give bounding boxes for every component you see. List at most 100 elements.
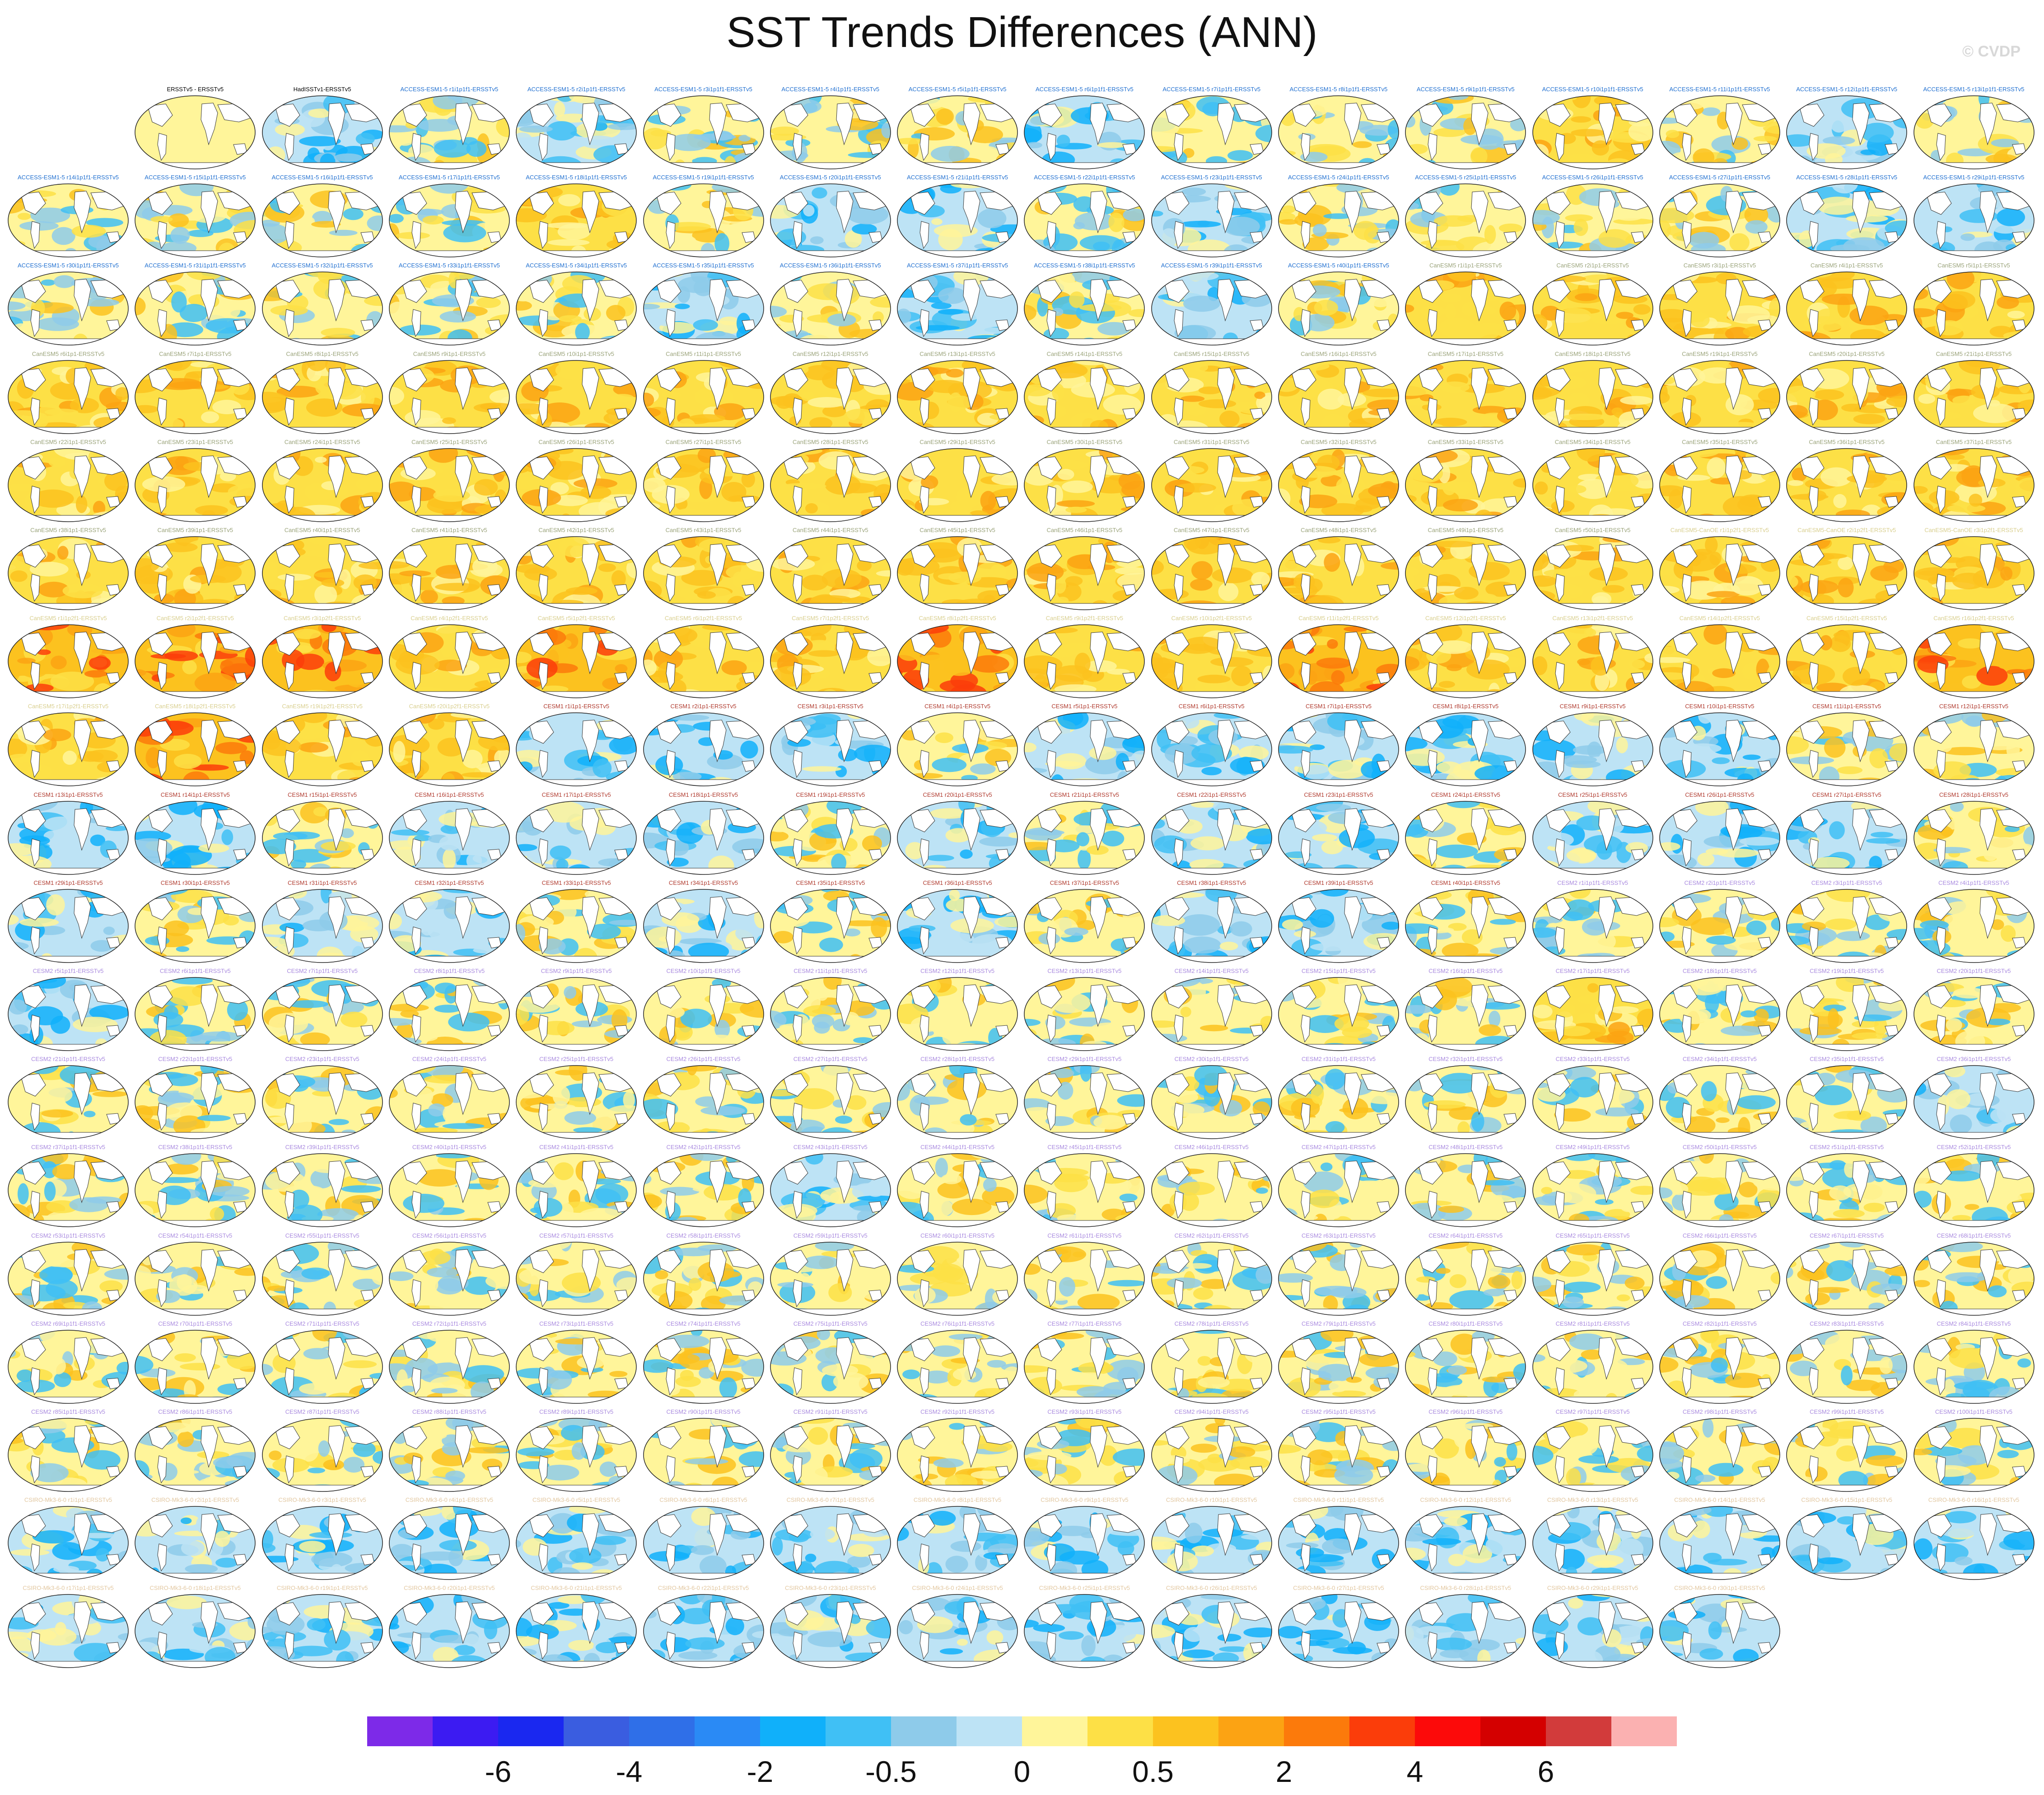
trend-patch bbox=[1331, 670, 1345, 685]
panel-title: ACCESS-ESM1-5 r33i1p1f1-ERSSTv5 bbox=[398, 262, 500, 269]
trend-patch bbox=[1507, 451, 1526, 462]
land-outline bbox=[328, 191, 345, 234]
map-border bbox=[1659, 271, 1780, 346]
trend-patch bbox=[1833, 494, 1847, 508]
land-outline bbox=[328, 279, 345, 322]
trend-patch bbox=[615, 664, 628, 673]
land-outline bbox=[411, 133, 421, 161]
trend-patch bbox=[275, 123, 305, 136]
land-outline bbox=[1598, 191, 1616, 234]
trend-patch bbox=[30, 207, 70, 224]
sst-trend-map bbox=[1278, 271, 1399, 346]
map-panel: ACCESS-ESM1-5 r24i1p1f1-ERSSTv5 bbox=[1275, 173, 1402, 260]
map-panel: CESM1 r4i1p1-ERSSTv5 bbox=[894, 702, 1021, 789]
map-panel: CESM1 r6i1p1-ERSSTv5 bbox=[1148, 702, 1275, 789]
trend-patch bbox=[1443, 499, 1478, 512]
trend-patch bbox=[434, 140, 471, 158]
trend-patch bbox=[1222, 217, 1260, 236]
trend-patch bbox=[963, 145, 998, 154]
panel-title: CanESM5 r7i1p1-ERSSTv5 bbox=[159, 350, 232, 357]
trend-patch bbox=[1251, 572, 1270, 586]
panel-title: CanESM5 r22i1p1-ERSSTv5 bbox=[30, 438, 106, 445]
panel-title: CanESM5-CanOE r1i1p2f1-ERSSTv5 bbox=[1670, 527, 1769, 533]
trend-patch bbox=[25, 683, 54, 692]
land-outline bbox=[1545, 192, 1571, 215]
trend-patch bbox=[435, 583, 480, 591]
trend-patch bbox=[1439, 294, 1462, 303]
map-panel: CanESM5 r16i1p2f1-ERSSTv5 bbox=[1910, 614, 2038, 701]
trend-patch bbox=[554, 102, 565, 117]
map-panel: CESM1 r20i1p1-ERSSTv5 bbox=[894, 790, 1021, 877]
land-outline bbox=[1036, 280, 1063, 303]
trend-patch bbox=[179, 184, 214, 196]
trend-patch bbox=[2007, 272, 2032, 280]
trend-patch bbox=[740, 740, 758, 759]
trend-patch bbox=[149, 714, 160, 720]
trend-patch bbox=[1128, 309, 1145, 318]
panel-title: ACCESS-ESM1-5 r4i1p1f1-ERSSTv5 bbox=[781, 86, 880, 93]
sst-trend-map bbox=[1532, 271, 1653, 346]
panel-title: CanESM5 r26i1p1-ERSSTv5 bbox=[538, 438, 614, 445]
land-outline bbox=[919, 309, 929, 337]
map-border bbox=[516, 95, 637, 169]
trend-patch bbox=[389, 430, 426, 434]
trend-patch bbox=[182, 660, 197, 674]
map-panel: CanESM5 r30i1p1-ERSSTv5 bbox=[1021, 438, 1148, 524]
trend-patch bbox=[1151, 428, 1180, 434]
trend-patch bbox=[483, 713, 499, 716]
land-outline bbox=[538, 221, 548, 249]
trend-patch bbox=[939, 680, 975, 692]
trend-patch bbox=[807, 397, 846, 408]
trend-patch bbox=[1545, 241, 1584, 249]
sst-trend-map bbox=[261, 95, 383, 169]
map-panel: ACCESS-ESM1-5 r7i1p1f1-ERSSTv5 bbox=[1148, 85, 1275, 172]
land-outline bbox=[665, 309, 676, 337]
land-outline bbox=[285, 309, 294, 337]
map-panel: ACCESS-ESM1-5 r20i1p1f1-ERSSTv5 bbox=[767, 173, 894, 260]
trend-patch bbox=[396, 134, 414, 146]
sst-trend-map bbox=[1151, 536, 1272, 610]
land-outline bbox=[919, 133, 929, 161]
land-outline bbox=[274, 103, 300, 127]
trend-patch bbox=[48, 457, 66, 467]
panel-title: CanESM5 r17i1p2f1-ERSSTv5 bbox=[28, 703, 109, 710]
sst-trend-map bbox=[261, 624, 383, 698]
land-outline bbox=[1979, 103, 1997, 145]
sst-trend-map bbox=[389, 448, 510, 522]
trend-patch bbox=[546, 121, 577, 141]
panel-title: ACCESS-ESM1-5 r5i1p1f1-ERSSTv5 bbox=[908, 86, 1007, 93]
trend-patch bbox=[661, 391, 681, 397]
trend-patch bbox=[1279, 219, 1298, 225]
sst-trend-map bbox=[1151, 712, 1272, 787]
trend-patch bbox=[1532, 656, 1547, 676]
land-outline bbox=[1418, 103, 1443, 127]
trend-patch bbox=[1787, 233, 1815, 240]
trend-patch bbox=[364, 296, 383, 306]
trend-patch bbox=[476, 297, 501, 309]
trend-patch bbox=[1197, 674, 1231, 683]
trend-patch bbox=[1838, 556, 1853, 570]
map-panel: CanESM5 r46i1p1-ERSSTv5 bbox=[1021, 526, 1148, 612]
trend-patch bbox=[1787, 360, 1798, 379]
panel-title: CanESM5 r46i1p1-ERSSTv5 bbox=[1046, 527, 1123, 533]
map-border bbox=[770, 271, 891, 346]
trend-patch bbox=[1701, 107, 1720, 116]
sst-trend-map bbox=[1151, 448, 1272, 522]
land-outline bbox=[147, 103, 173, 127]
land-outline bbox=[1291, 103, 1316, 127]
trend-patch bbox=[1129, 96, 1145, 108]
trend-patch bbox=[1543, 569, 1586, 578]
map-border bbox=[261, 183, 383, 257]
trend-patch bbox=[1913, 688, 1939, 698]
trend-patch bbox=[1405, 422, 1423, 432]
trend-patch bbox=[1026, 415, 1045, 425]
trend-patch bbox=[674, 304, 690, 309]
trend-patch bbox=[1447, 664, 1462, 671]
land-outline bbox=[793, 133, 803, 161]
trend-patch bbox=[170, 227, 190, 244]
trend-patch bbox=[1641, 537, 1653, 549]
map-border bbox=[770, 95, 891, 169]
sst-trend-map bbox=[643, 95, 764, 169]
sst-trend-map bbox=[1786, 183, 1907, 257]
sst-trend-map bbox=[897, 712, 1018, 787]
